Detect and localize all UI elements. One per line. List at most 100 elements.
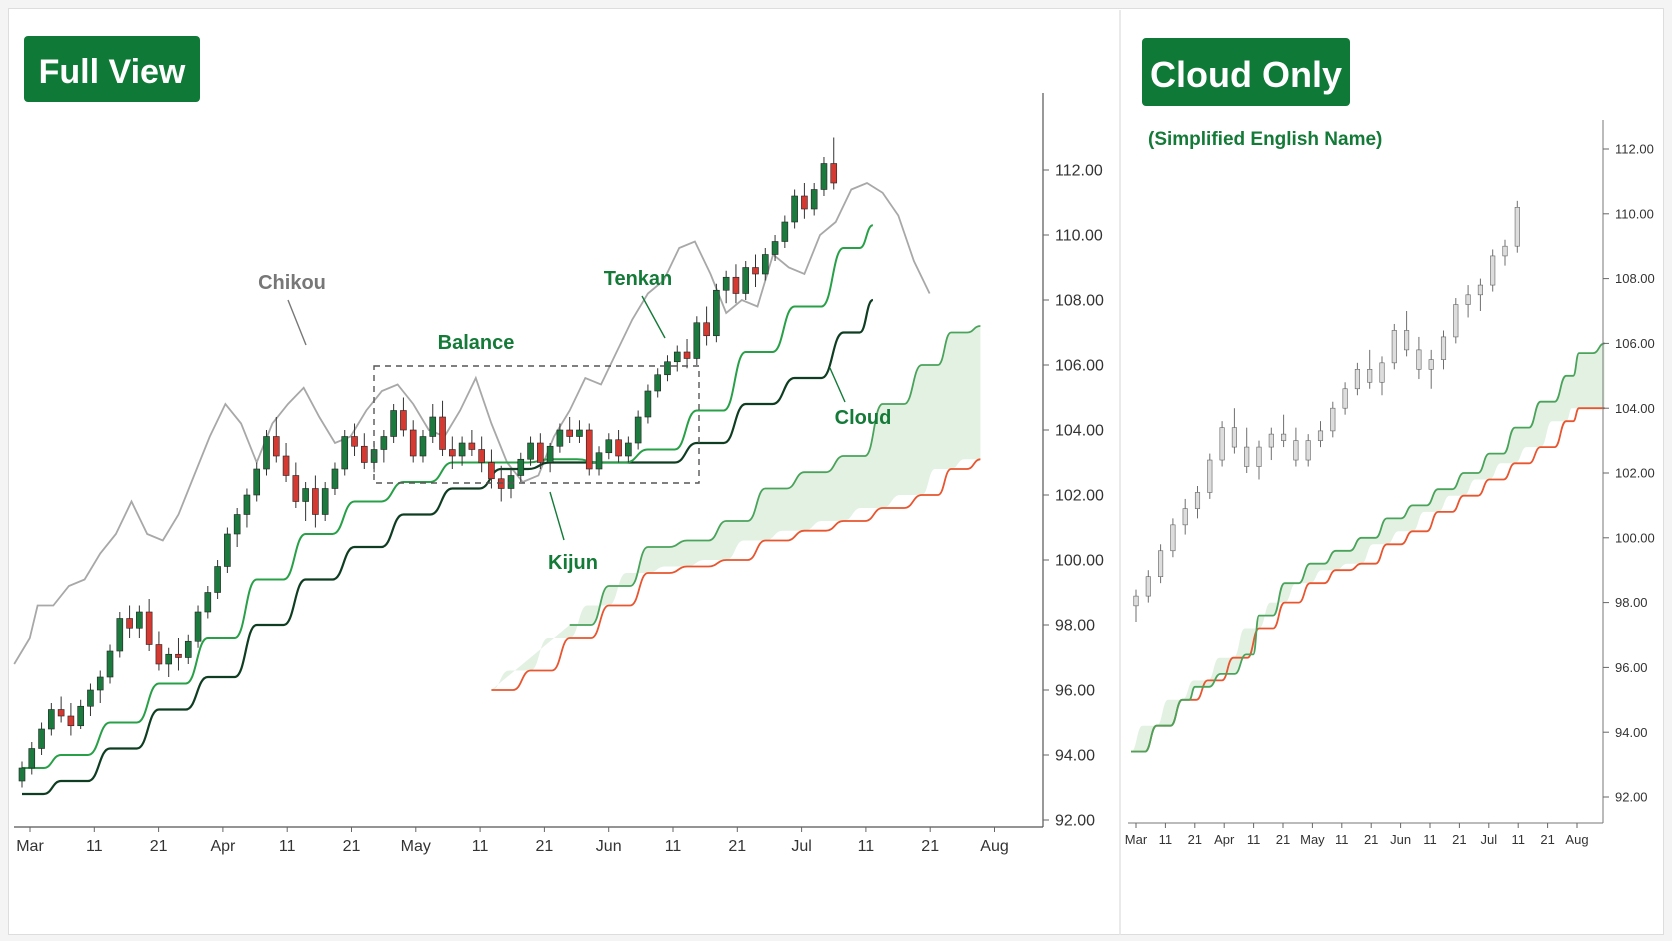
candle	[272, 417, 280, 463]
faded-candle	[1391, 323, 1397, 370]
faded-candle-body	[1219, 427, 1225, 461]
faded-candle-body	[1416, 349, 1422, 370]
candle	[703, 306, 710, 346]
candle-body	[439, 416, 446, 450]
candle-body	[126, 618, 133, 629]
y-tick-label: 110.00	[1055, 228, 1103, 245]
candle	[77, 699, 84, 729]
candle-body	[204, 592, 212, 613]
faded-candle	[1158, 544, 1164, 584]
faded-candle	[1404, 311, 1410, 357]
x-tick-label: 21	[921, 838, 939, 855]
y-tick-label: 104.00	[1055, 423, 1104, 440]
x-tick-label: 21	[150, 838, 168, 855]
x-tick-label: 11	[1511, 832, 1525, 847]
candle-body	[194, 611, 202, 642]
y-tick-label: 108.00	[1055, 293, 1104, 310]
candle-body	[644, 390, 652, 418]
candle	[263, 430, 270, 476]
faded-candle	[1317, 421, 1324, 448]
faded-candle	[1379, 356, 1385, 396]
candle	[517, 452, 525, 482]
x-tick-label: 11	[472, 838, 489, 855]
candle-body	[224, 533, 231, 567]
cloud-y-ticks: 92.00 94.00 96.00 98.00 100.00 102.00 104.00 10…	[1603, 142, 1655, 805]
faded-candle	[1428, 349, 1434, 389]
cloud-pointer	[829, 367, 846, 403]
y-tick-label: 96.00	[1615, 660, 1648, 675]
faded-candle-body	[1342, 388, 1348, 409]
candle-body	[820, 163, 828, 190]
full-senkou-b-line	[491, 458, 981, 691]
candle	[654, 368, 662, 398]
candle	[752, 254, 759, 287]
faded-candle	[1330, 401, 1336, 438]
candle-body	[360, 445, 368, 463]
faded-candle	[1170, 518, 1176, 558]
candle-body	[771, 241, 779, 255]
candle-body	[38, 728, 45, 749]
x-tick-label: 11	[279, 838, 296, 855]
candle-body	[742, 267, 750, 294]
candle	[683, 339, 691, 369]
faded-candle-body	[1145, 576, 1151, 597]
x-tick-label: 21	[343, 838, 361, 855]
full-view-badge-label: Full View	[39, 53, 186, 91]
candle-body	[136, 611, 143, 629]
faded-candle-body	[1194, 492, 1201, 509]
candle-body	[145, 611, 153, 645]
chikou-pointer	[287, 299, 307, 346]
candle-body	[214, 566, 221, 593]
candle-body	[546, 445, 554, 463]
y-tick-label: 102.00	[1615, 466, 1655, 481]
candle-body	[683, 351, 691, 359]
faded-candle-body	[1514, 207, 1520, 247]
candle-body	[673, 351, 681, 363]
candle	[18, 761, 26, 788]
faded-candle	[1453, 298, 1459, 344]
candle-body	[263, 436, 270, 470]
candle-body	[351, 436, 358, 447]
candle-body	[468, 442, 476, 450]
candle	[243, 488, 251, 528]
candle-body	[272, 436, 280, 457]
candle-body	[155, 644, 163, 665]
candle-body	[458, 442, 466, 457]
x-tick-label: Apr	[210, 838, 236, 855]
full-lines-layer	[22, 224, 874, 796]
candle-body	[576, 429, 583, 437]
faded-candle	[1440, 330, 1447, 370]
faded-candle-body	[1305, 440, 1311, 461]
y-tick-label: 106.00	[1055, 358, 1104, 375]
candle-body	[321, 488, 329, 515]
x-tick-label: 11	[1335, 832, 1349, 847]
candle-body	[87, 689, 94, 707]
candle	[165, 647, 172, 677]
candle	[810, 183, 818, 216]
x-tick-label: 11	[1159, 832, 1173, 847]
candle-body	[585, 429, 593, 470]
candle	[116, 612, 124, 658]
candle-body	[302, 488, 309, 502]
candle	[194, 605, 202, 648]
candle	[175, 638, 182, 671]
candle	[771, 235, 779, 261]
faded-candle	[1145, 570, 1151, 603]
cloud-only-senkou-b-line	[1131, 407, 1605, 753]
candle	[693, 316, 701, 365]
candle	[204, 586, 212, 619]
x-tick-label: 11	[86, 838, 103, 855]
x-tick-label: 21	[1540, 832, 1554, 847]
full-cloud-fill	[491, 326, 981, 690]
faded-candle	[1502, 239, 1508, 266]
candle-body	[67, 715, 75, 727]
kijun-pointer	[549, 491, 565, 541]
y-tick-label: 104.00	[1615, 401, 1655, 416]
faded-candle-body	[1256, 446, 1262, 467]
candle-body	[713, 289, 720, 337]
candle-body	[449, 449, 456, 457]
faded-candle-body	[1182, 508, 1188, 526]
cloud-only-subtitle: (Simplified English Name)	[1148, 129, 1382, 150]
y-tick-label: 100.00	[1615, 530, 1655, 545]
